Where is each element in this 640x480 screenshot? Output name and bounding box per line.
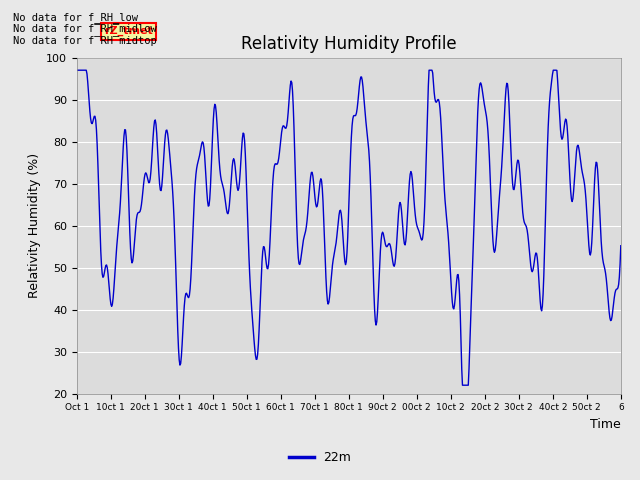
X-axis label: Time: Time (590, 418, 621, 431)
Text: No data for f̅RH̅midlow: No data for f̅RH̅midlow (13, 24, 157, 34)
Text: No data for f_RH_low: No data for f_RH_low (13, 12, 138, 23)
Text: rZ_tmet: rZ_tmet (104, 26, 153, 36)
Text: No data for f̅RH̅midtop: No data for f̅RH̅midtop (13, 36, 157, 46)
Legend: 22m: 22m (284, 446, 356, 469)
Title: Relativity Humidity Profile: Relativity Humidity Profile (241, 35, 456, 53)
Y-axis label: Relativity Humidity (%): Relativity Humidity (%) (28, 153, 40, 298)
